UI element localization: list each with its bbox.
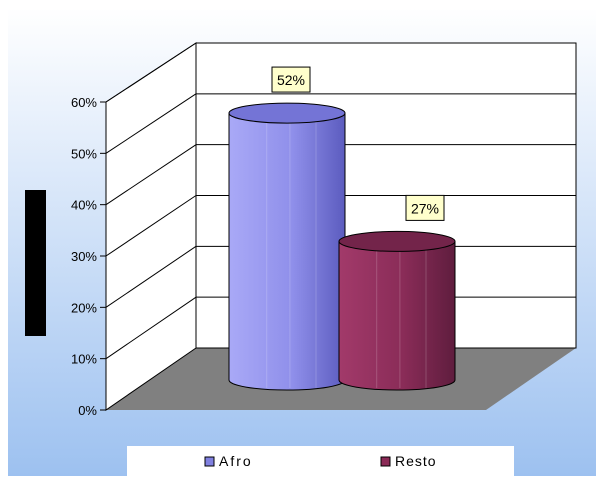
- y-tick-label: 30%: [71, 249, 97, 264]
- bar-afro: [228, 102, 346, 391]
- gridline-side: [105, 144, 197, 206]
- gridline-side: [105, 93, 197, 154]
- bar-resto: [338, 230, 456, 391]
- data-label-resto: 27%: [411, 200, 439, 216]
- y-tick-label: 60%: [71, 95, 97, 110]
- legend-label-afro: Afro: [219, 453, 253, 469]
- legend-swatch-resto: [380, 456, 391, 467]
- y-tick-label: 0%: [78, 403, 97, 418]
- left-black-bar: [25, 190, 46, 336]
- gridline-side: [105, 296, 197, 360]
- data-label-box-resto: [405, 194, 445, 221]
- legend-swatch-afro: [204, 456, 215, 467]
- y-axis-ticks: 0% 10% 20% 30% 40% 50% 60%: [71, 95, 106, 418]
- gridline-side: [105, 245, 197, 308]
- bar-body-resto: [338, 240, 456, 391]
- y-tick-label: 40%: [71, 198, 97, 213]
- y-tick-label: 50%: [71, 146, 97, 161]
- gridline-side: [105, 42, 197, 103]
- gridline-side: [105, 195, 197, 257]
- legend: Afro Resto: [127, 446, 514, 477]
- bar-top-afro: [228, 102, 346, 124]
- bar-top-resto: [338, 230, 456, 252]
- data-labels: 52% 27%: [271, 66, 445, 221]
- y-tick-label: 20%: [71, 300, 97, 315]
- legend-label-resto: Resto: [395, 453, 437, 469]
- bars: [228, 102, 456, 391]
- bar-body-afro: [228, 112, 346, 391]
- data-label-box-afro: [271, 66, 311, 93]
- y-tick-label: 10%: [71, 352, 97, 367]
- data-label-afro: 52%: [277, 72, 305, 88]
- chart-side-wall: [105, 42, 197, 411]
- legend-box: [127, 446, 514, 477]
